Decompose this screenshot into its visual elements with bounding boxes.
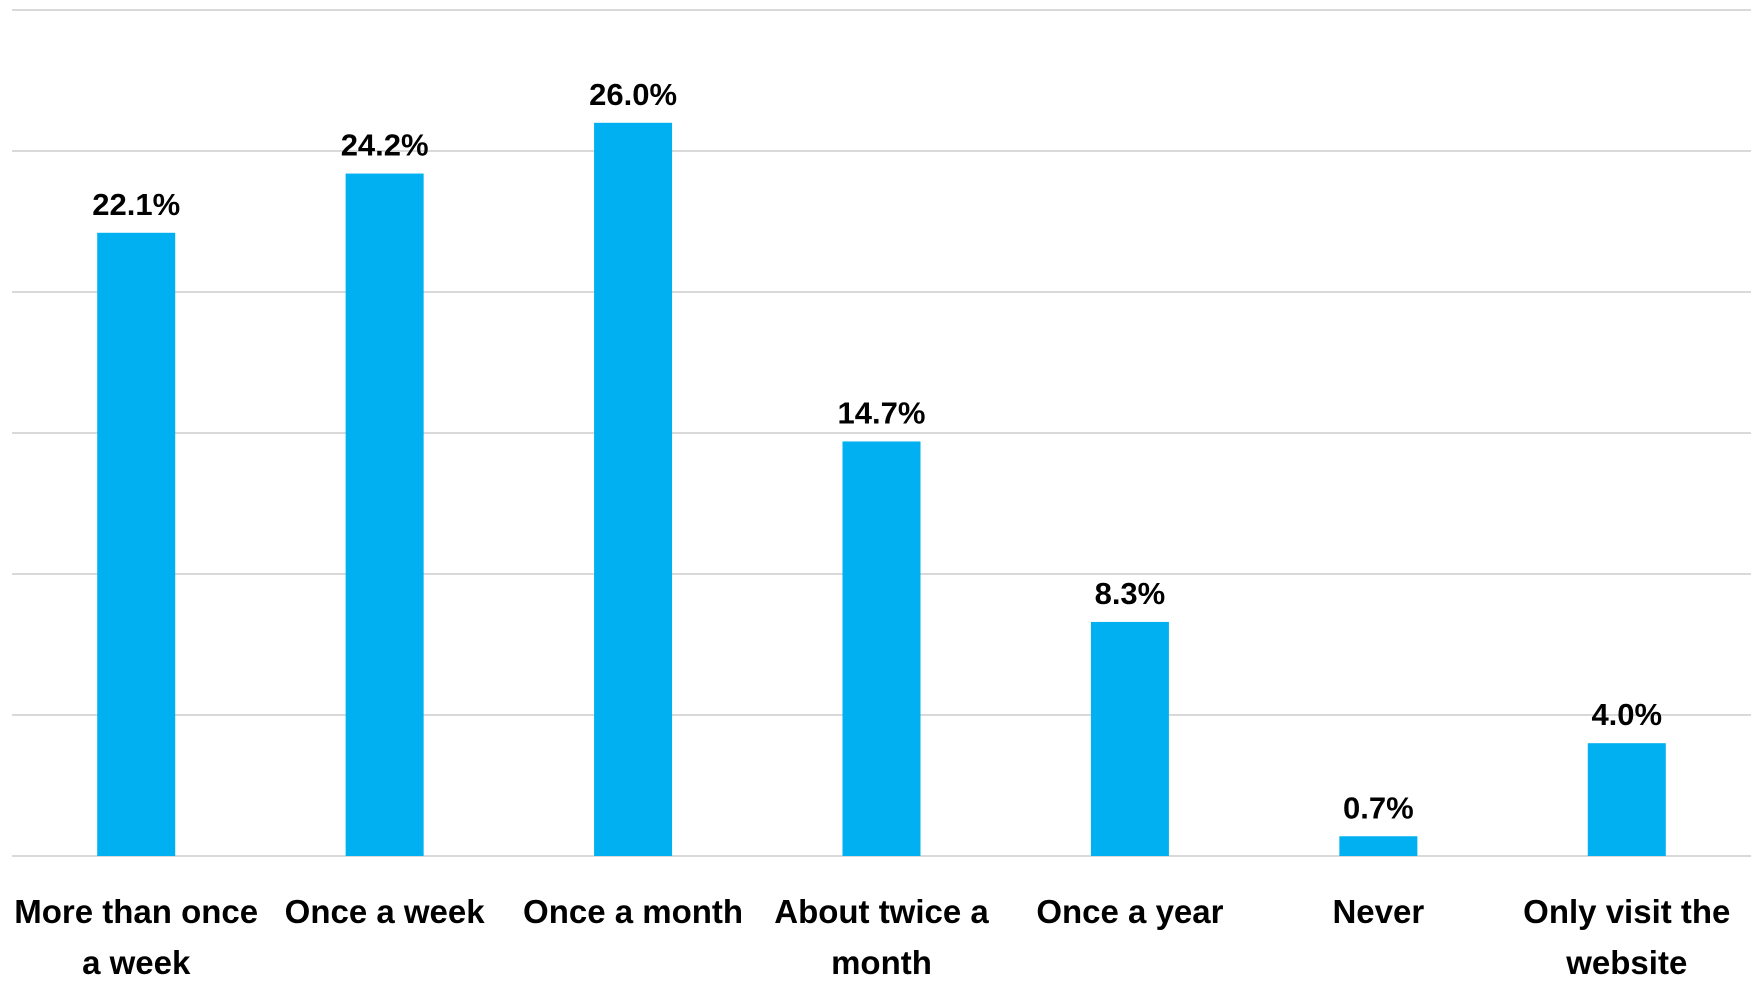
x-tick-label: Only visit the website (1523, 893, 1731, 981)
value-label: 14.7% (838, 395, 926, 430)
x-tick-label: Never (1332, 893, 1425, 930)
x-tick-label: Once a year (1036, 893, 1224, 930)
bar (842, 441, 921, 856)
bar (1090, 621, 1169, 856)
bar (97, 232, 176, 856)
x-tick-label: More than once a week (14, 893, 259, 981)
value-label: 0.7% (1343, 790, 1414, 825)
value-label: 4.0% (1591, 697, 1662, 732)
value-label: 8.3% (1095, 576, 1166, 611)
bar (1339, 836, 1418, 856)
x-tick-label: Once a month (523, 893, 744, 930)
bar (345, 173, 424, 856)
value-label: 24.2% (341, 128, 429, 163)
x-tick-label: Once a week (284, 893, 485, 930)
bar (1587, 743, 1666, 856)
value-label: 22.1% (92, 187, 180, 222)
x-tick-label: About twice a month (774, 893, 989, 981)
value-label: 26.0% (589, 77, 677, 112)
bar (594, 122, 673, 857)
